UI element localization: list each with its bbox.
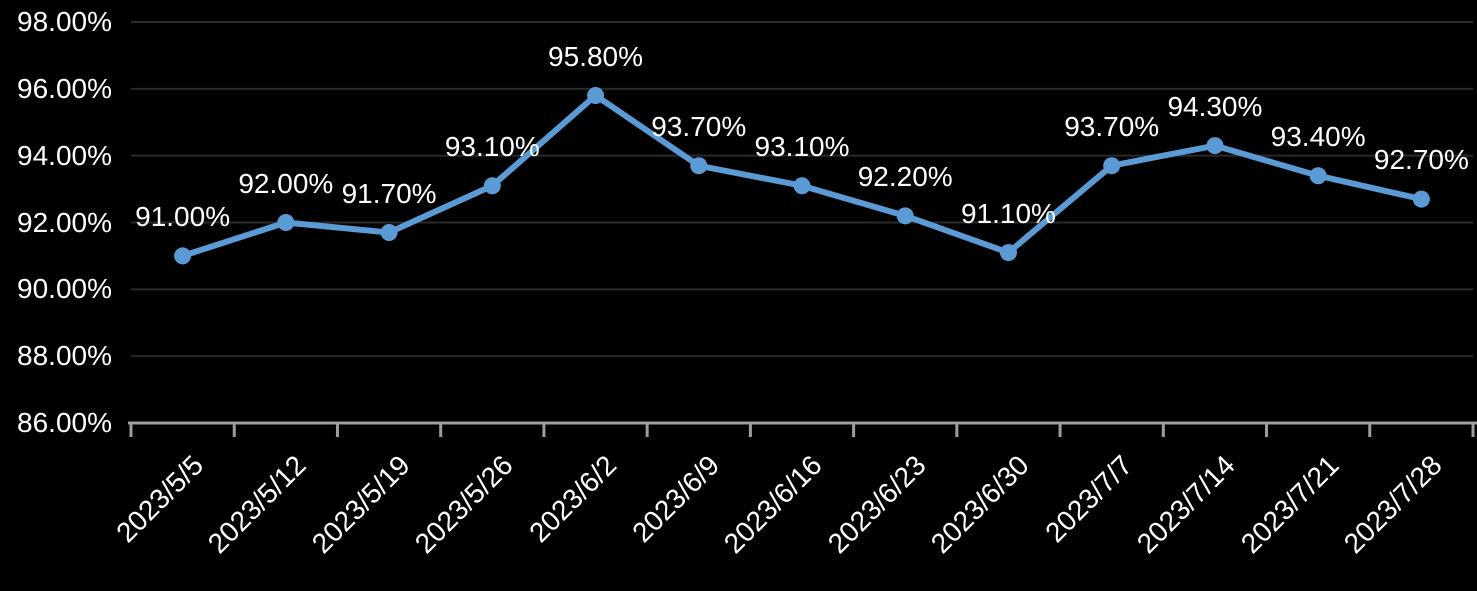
- data-point-marker: [690, 157, 708, 175]
- data-label: 93.40%: [1270, 120, 1366, 152]
- data-label: 93.70%: [651, 110, 747, 142]
- y-tick-label: 92.00%: [17, 206, 112, 238]
- data-point-marker: [277, 214, 295, 231]
- y-tick-label: 90.00%: [17, 273, 112, 305]
- data-point-marker: [999, 244, 1017, 262]
- y-tick-label: 96.00%: [17, 72, 112, 104]
- data-point-marker: [1412, 190, 1430, 208]
- data-label: 91.10%: [960, 197, 1056, 229]
- data-label: 93.70%: [1064, 110, 1160, 142]
- data-point-marker: [587, 87, 605, 105]
- data-point-marker: [793, 177, 811, 195]
- data-point-marker: [1309, 167, 1327, 185]
- data-label: 92.00%: [238, 167, 334, 199]
- data-point-marker: [174, 247, 192, 265]
- data-label: 91.70%: [341, 177, 437, 209]
- data-label: 91.00%: [135, 200, 231, 232]
- data-label: 92.70%: [1373, 144, 1469, 176]
- data-label: 95.80%: [548, 40, 644, 72]
- y-tick-label: 88.00%: [17, 340, 112, 372]
- y-tick-label: 98.00%: [17, 6, 112, 37]
- data-point-marker: [1103, 157, 1121, 175]
- data-label: 93.10%: [444, 130, 540, 162]
- data-label: 92.20%: [857, 160, 953, 192]
- data-point-marker: [1206, 137, 1224, 155]
- y-tick-label: 86.00%: [17, 407, 112, 438]
- data-point-marker: [380, 224, 398, 242]
- y-tick-label: 94.00%: [17, 139, 112, 171]
- data-label: 93.10%: [754, 130, 850, 162]
- data-point-marker: [483, 177, 501, 195]
- data-point-marker: [896, 207, 914, 225]
- data-label: 94.30%: [1167, 90, 1263, 122]
